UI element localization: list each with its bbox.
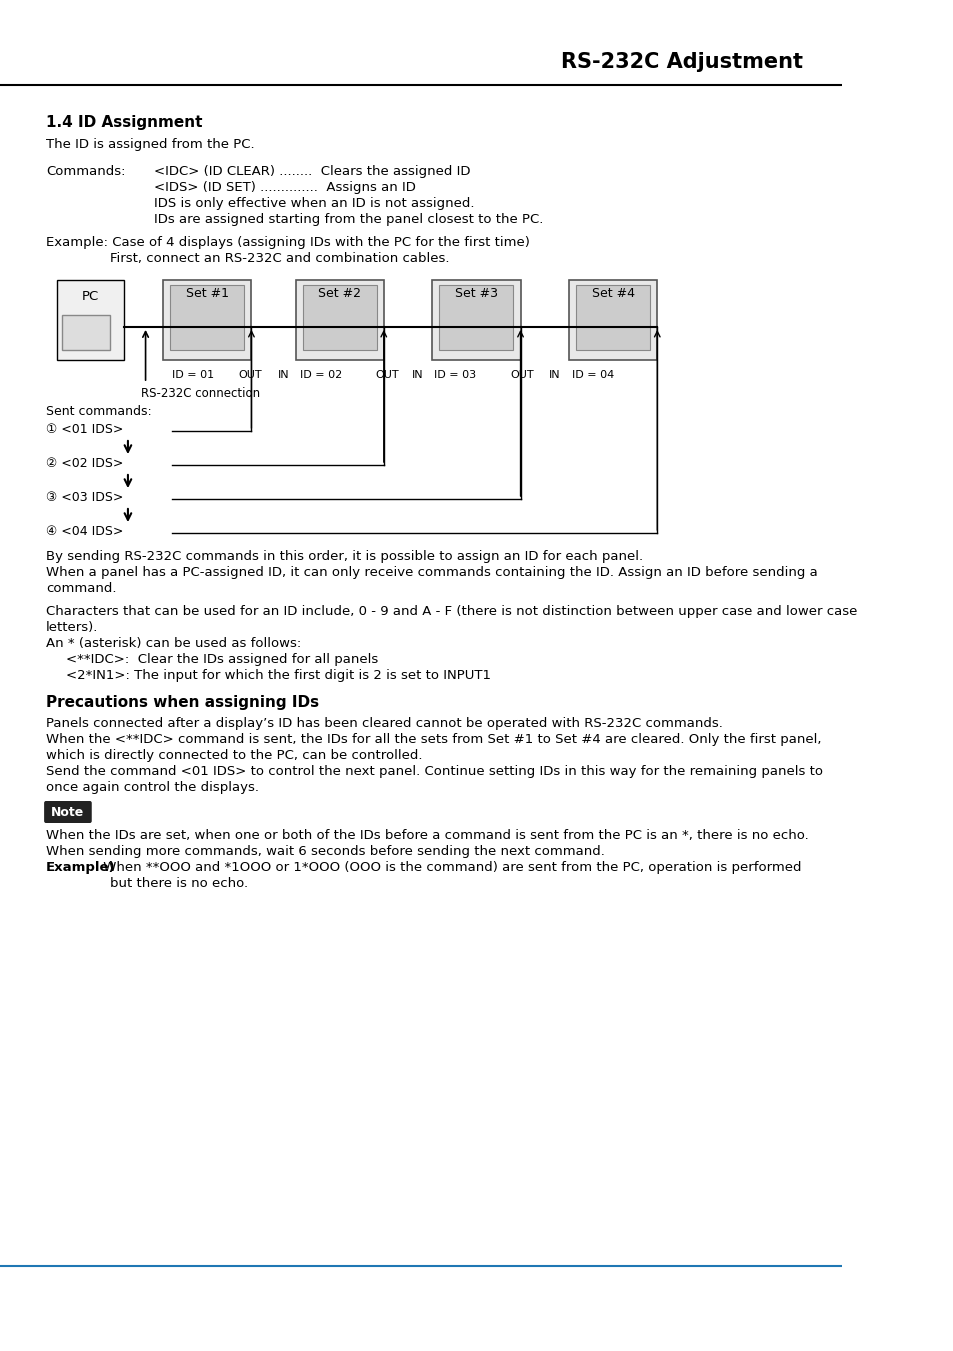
Text: <2*IN1>: The input for which the first digit is 2 is set to INPUT1: <2*IN1>: The input for which the first d… xyxy=(66,669,491,682)
Text: Set #1: Set #1 xyxy=(186,286,229,300)
Text: Set #3: Set #3 xyxy=(455,286,497,300)
Text: When a panel has a PC-assigned ID, it can only receive commands containing the I: When a panel has a PC-assigned ID, it ca… xyxy=(46,566,817,580)
Text: IDS is only effective when an ID is not assigned.: IDS is only effective when an ID is not … xyxy=(154,197,475,209)
FancyBboxPatch shape xyxy=(163,280,252,359)
Text: ① <01 IDS>: ① <01 IDS> xyxy=(46,423,123,436)
FancyBboxPatch shape xyxy=(576,285,650,350)
Text: ID = 02: ID = 02 xyxy=(299,370,342,380)
Text: but there is no echo.: but there is no echo. xyxy=(111,877,248,890)
Text: Example: Case of 4 displays (assigning IDs with the PC for the first time): Example: Case of 4 displays (assigning I… xyxy=(46,236,529,249)
Text: ④ <04 IDS>: ④ <04 IDS> xyxy=(46,526,123,538)
Text: When **OOO and *1OOO or 1*OOO (OOO is the command) are sent from the PC, operati: When **OOO and *1OOO or 1*OOO (OOO is th… xyxy=(99,861,801,874)
Text: The ID is assigned from the PC.: The ID is assigned from the PC. xyxy=(46,138,254,151)
FancyBboxPatch shape xyxy=(62,315,111,350)
Text: Example): Example) xyxy=(46,861,115,874)
Text: Set #4: Set #4 xyxy=(591,286,634,300)
Text: Send the command <01 IDS> to control the next panel. Continue setting IDs in thi: Send the command <01 IDS> to control the… xyxy=(46,765,822,778)
Text: ID = 04: ID = 04 xyxy=(571,370,614,380)
FancyBboxPatch shape xyxy=(295,280,383,359)
FancyBboxPatch shape xyxy=(57,280,123,359)
Text: ID = 01: ID = 01 xyxy=(172,370,213,380)
Text: once again control the displays.: once again control the displays. xyxy=(46,781,258,794)
Text: By sending RS-232C commands in this order, it is possible to assign an ID for ea: By sending RS-232C commands in this orde… xyxy=(46,550,642,563)
Text: ID = 03: ID = 03 xyxy=(434,370,476,380)
Text: Precautions when assigning IDs: Precautions when assigning IDs xyxy=(46,694,318,711)
Text: Sent commands:: Sent commands: xyxy=(46,405,152,417)
Text: IDs are assigned starting from the panel closest to the PC.: IDs are assigned starting from the panel… xyxy=(154,213,543,226)
Text: Panels connected after a display’s ID has been cleared cannot be operated with R: Panels connected after a display’s ID ha… xyxy=(46,717,722,730)
Text: OUT: OUT xyxy=(238,370,261,380)
Text: OUT: OUT xyxy=(375,370,398,380)
Text: <**IDC>:  Clear the IDs assigned for all panels: <**IDC>: Clear the IDs assigned for all … xyxy=(66,653,378,666)
FancyBboxPatch shape xyxy=(44,801,91,823)
FancyBboxPatch shape xyxy=(432,280,520,359)
Text: When the IDs are set, when one or both of the IDs before a command is sent from : When the IDs are set, when one or both o… xyxy=(46,830,808,842)
Text: ③ <03 IDS>: ③ <03 IDS> xyxy=(46,490,123,504)
FancyBboxPatch shape xyxy=(302,285,376,350)
Text: An * (asterisk) can be used as follows:: An * (asterisk) can be used as follows: xyxy=(46,638,301,650)
Text: RS-232C Adjustment: RS-232C Adjustment xyxy=(560,51,802,72)
Text: RS-232C connection: RS-232C connection xyxy=(141,386,260,400)
Text: which is directly connected to the PC, can be controlled.: which is directly connected to the PC, c… xyxy=(46,748,422,762)
Text: Note: Note xyxy=(51,807,85,819)
FancyBboxPatch shape xyxy=(439,285,513,350)
Text: <IDC> (ID CLEAR) ........  Clears the assigned ID: <IDC> (ID CLEAR) ........ Clears the ass… xyxy=(154,165,471,178)
Text: <IDS> (ID SET) ..............  Assigns an ID: <IDS> (ID SET) .............. Assigns an… xyxy=(154,181,416,195)
Text: IN: IN xyxy=(548,370,559,380)
Text: ② <02 IDS>: ② <02 IDS> xyxy=(46,457,123,470)
Text: 1.4 ID Assignment: 1.4 ID Assignment xyxy=(46,115,202,130)
Text: When sending more commands, wait 6 seconds before sending the next command.: When sending more commands, wait 6 secon… xyxy=(46,844,604,858)
Text: command.: command. xyxy=(46,582,116,594)
Text: IN: IN xyxy=(277,370,289,380)
Text: Set #2: Set #2 xyxy=(318,286,361,300)
Text: First, connect an RS-232C and combination cables.: First, connect an RS-232C and combinatio… xyxy=(111,253,449,265)
FancyBboxPatch shape xyxy=(568,280,657,359)
Text: IN: IN xyxy=(412,370,423,380)
Text: OUT: OUT xyxy=(510,370,533,380)
Text: PC: PC xyxy=(82,290,99,303)
Text: Characters that can be used for an ID include, 0 - 9 and A - F (there is not dis: Characters that can be used for an ID in… xyxy=(46,605,857,617)
Text: Commands:: Commands: xyxy=(46,165,125,178)
Text: letters).: letters). xyxy=(46,621,98,634)
FancyBboxPatch shape xyxy=(170,285,244,350)
Text: When the <**IDC> command is sent, the IDs for all the sets from Set #1 to Set #4: When the <**IDC> command is sent, the ID… xyxy=(46,734,821,746)
